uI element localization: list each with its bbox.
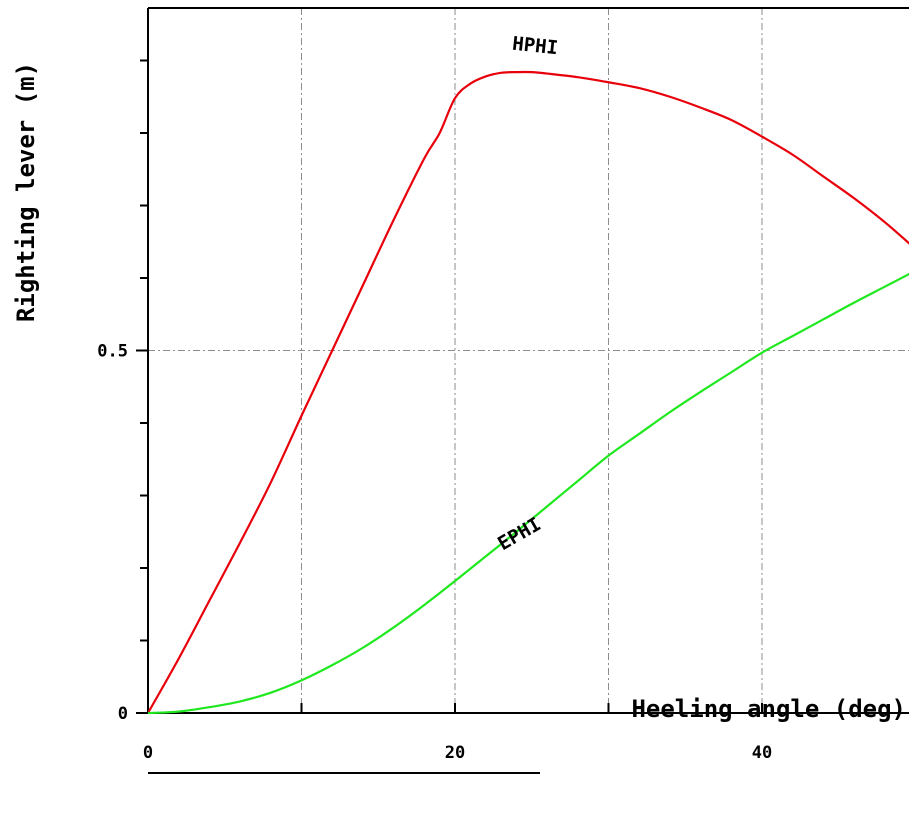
series-label-ephi: EPHI	[494, 513, 545, 555]
y-tick-label: 0.5	[97, 342, 128, 362]
x-tick-label: 20	[445, 743, 465, 763]
series-line-ephi	[148, 272, 909, 715]
y-tick-label: 0	[118, 704, 128, 724]
x-tick-label: 40	[752, 743, 772, 763]
series-label-hphi: HPHI	[511, 33, 559, 60]
axes-layer	[136, 7, 909, 774]
grid-layer	[148, 8, 909, 713]
y-axis-label: Righting lever (m)	[12, 62, 40, 322]
series-layer	[148, 70, 909, 715]
x-tick-label: 0	[143, 743, 153, 763]
x-axis-label: Heeling angle (deg)	[631, 695, 906, 723]
series-line-hphi	[148, 70, 909, 714]
